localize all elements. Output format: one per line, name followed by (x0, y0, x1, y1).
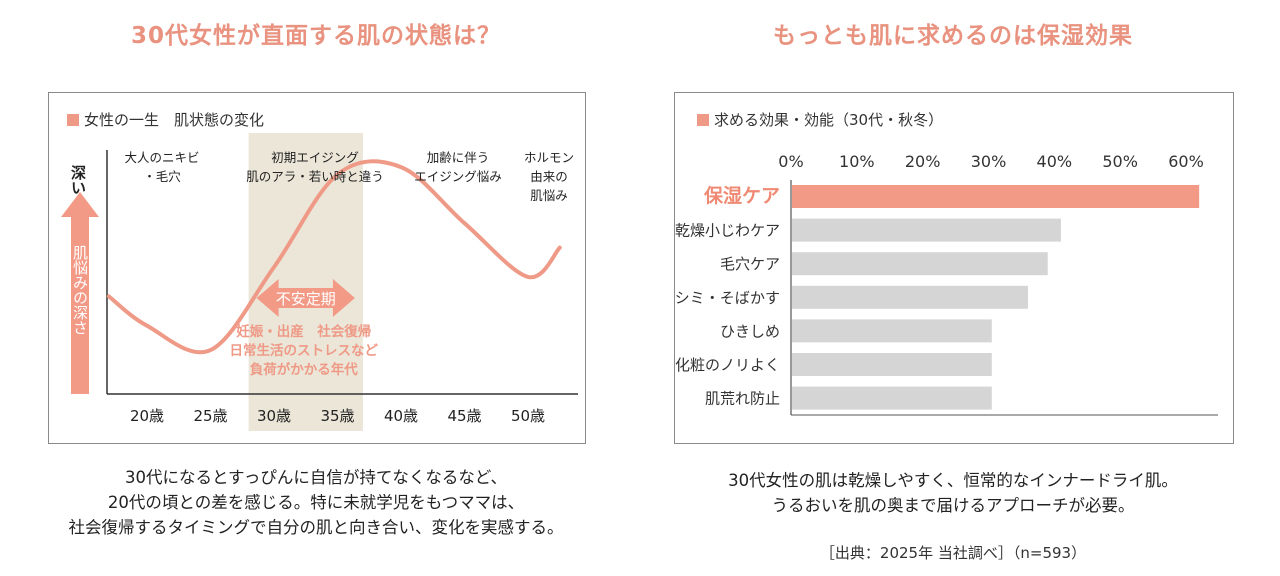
right-legend: 求める効果・効能（30代・秋冬） (697, 109, 943, 130)
bar-category-label: 毛穴ケア (720, 255, 780, 273)
right-caption-line: 30代女性の肌は乾燥しやすく、恒常的なインナードライ肌。 (728, 471, 1178, 490)
bar (792, 285, 1028, 309)
left-heading: 30代女性が直面する肌の状態は？ (130, 23, 501, 49)
unstable-period-arrow-icon (256, 279, 355, 317)
bar (792, 185, 1200, 208)
bar (792, 218, 1061, 242)
source-note: ［出典：2025年 当社調べ］（n=593） (819, 544, 1087, 562)
curve-annotation: 肌のアラ・若い時と違う (246, 169, 384, 184)
curve-annotation: ・毛穴 (143, 169, 181, 184)
curve-annotation: 大人のニキビ (124, 150, 199, 165)
unstable-period-label: 不安定期 (276, 290, 336, 308)
band-note: 日常生活のストレスなど (230, 342, 379, 359)
legend-swatch (697, 113, 709, 126)
left-legend: 女性の一生 肌状態の変化 (67, 109, 264, 130)
x-tick-label: 50% (1102, 152, 1138, 171)
bar-category-label: 化粧のノリよく (675, 356, 780, 374)
right-caption-line: うるおいを肌の奥まで届けるアプローチが必要。 (771, 496, 1135, 515)
curve-annotation: 肌悩み (530, 188, 568, 203)
effect-bar-chart: 0% 10% 20% 30% 40% 50% 60% 保湿ケア乾燥小じわケア毛穴ケアシミ・そ… (675, 152, 1218, 416)
bar (792, 386, 992, 410)
left-caption-line: 20代の頃との差を感じる。特に未就学児をもつママは、 (107, 493, 525, 512)
left-caption-line: 社会復帰するタイミングで自分の肌と向き合い、変化を実感する。 (68, 518, 564, 537)
band-note: 負荷がかかる年代 (250, 361, 358, 378)
right-heading: もっとも肌に求めるのは保湿効果 (773, 23, 1133, 49)
x-tick-label: 25歳 (193, 407, 227, 425)
x-tick-label: 35歳 (320, 407, 354, 425)
left-caption: 30代になるとすっぴんに自信が持てなくなるなど、 20代の頃との差を感じる。特に… (48, 465, 584, 540)
bar-category-label: 乾燥小じわケア (675, 222, 780, 240)
curve-annotation: ホルモン (524, 150, 574, 165)
x-tick-label: 30歳 (257, 407, 291, 425)
right-caption: 30代女性の肌は乾燥しやすく、恒常的なインナードライ肌。 うるおいを肌の奥まで届… (674, 468, 1232, 518)
x-tick-label: 20歳 (130, 407, 164, 425)
x-tick-label: 40% (1037, 152, 1073, 171)
right-chart-title: 求める効果・効能（30代・秋冬） (714, 111, 944, 129)
bar-category-label: シミ・そばかす (675, 289, 780, 307)
depth-arrow-icon (61, 192, 99, 394)
bar-category-label: ひきしめ (720, 322, 780, 340)
band-note: 妊娠・出産 社会復帰 (236, 323, 371, 340)
x-tick-label: 30% (971, 152, 1007, 171)
x-tick-label: 60% (1168, 152, 1204, 171)
bar (792, 319, 992, 343)
x-tick-label: 40歳 (384, 407, 418, 425)
bar (792, 353, 992, 376)
skin-curve-chart: 深い 肌悩みの深さ 20歳 25歳 30歳 35歳 40歳 45歳 50歳 大人のニキビ・毛… (61, 133, 578, 431)
left-caption-line: 30代になるとすっぴんに自信が持てなくなるなど、 (124, 468, 507, 487)
bar-category-label: 保湿ケア (703, 184, 780, 207)
left-chart-title: 女性の一生 肌状態の変化 (84, 111, 265, 129)
curve-annotation: 由来の (530, 169, 568, 184)
bar (792, 252, 1048, 276)
unstable-period-band (248, 133, 363, 431)
x-tick-label: 45歳 (447, 407, 481, 425)
skin-condition-curve (106, 159, 562, 355)
legend-swatch (67, 113, 79, 126)
y-axis-label: 肌悩みの深さ (71, 245, 89, 335)
curve-annotation: エイジング悩み (414, 169, 502, 184)
curve-annotation: 加齢に伴う (427, 150, 490, 165)
x-tick-label: 50歳 (511, 407, 545, 425)
x-tick-label: 10% (839, 152, 875, 171)
x-tick-label: 0% (778, 152, 803, 171)
x-tick-label: 20% (905, 152, 941, 171)
y-axis-top-label: 深い (69, 164, 87, 195)
bar-category-label: 肌荒れ防止 (705, 390, 780, 408)
curve-annotation: 初期エイジング (271, 150, 359, 165)
